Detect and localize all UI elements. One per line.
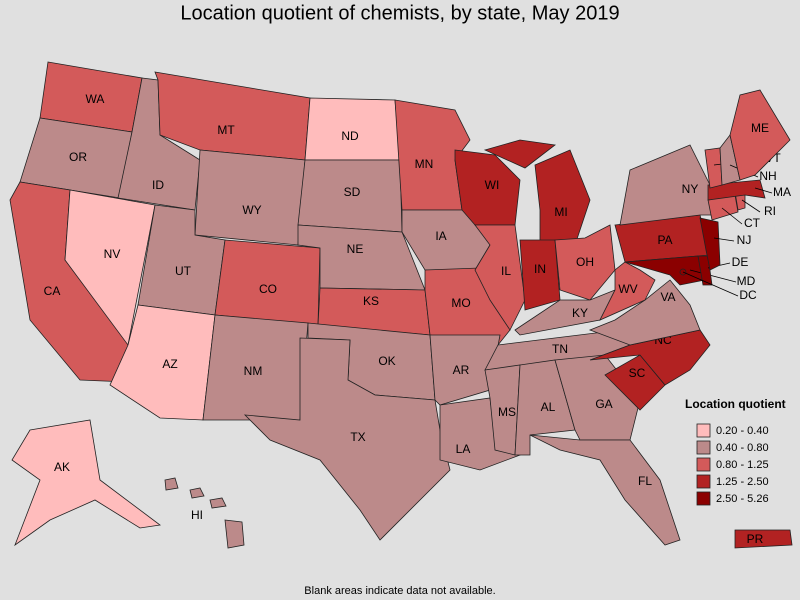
state-label: SC: [629, 366, 646, 380]
state-label: CA: [44, 284, 61, 298]
state-label: MA: [773, 185, 791, 199]
state: [484, 364, 521, 456]
state-label: WI: [485, 178, 500, 192]
legend-label: 0.20 - 0.40: [716, 425, 769, 437]
state-label: IN: [534, 262, 546, 276]
state-label: NH: [759, 169, 776, 183]
state-label: VA: [660, 290, 675, 304]
leader-line: [721, 207, 743, 225]
state-label: AL: [541, 400, 556, 414]
legend-label: 0.80 - 1.25: [716, 459, 769, 471]
state-label: SD: [344, 185, 361, 199]
legend-swatch: [696, 474, 711, 489]
state-label: IL: [501, 264, 511, 278]
legend-swatch: [696, 491, 711, 506]
state-label: OH: [576, 255, 594, 269]
map-title: Location quotient of chemists, by state,…: [180, 2, 619, 24]
state-label: OR: [69, 150, 87, 164]
state-label: ME: [751, 121, 769, 135]
state-label: MD: [737, 274, 756, 288]
state-label: ND: [341, 129, 359, 143]
state-label: MO: [451, 296, 470, 310]
state-label: NV: [104, 247, 121, 261]
state-label: ID: [152, 178, 164, 192]
state: [474, 224, 526, 331]
leader-line: [754, 187, 773, 194]
state-label: RI: [764, 204, 776, 218]
state-label: KS: [363, 294, 379, 308]
state-label: MN: [415, 157, 434, 171]
state-label: LA: [456, 442, 471, 456]
state-label: MI: [554, 205, 567, 219]
state: [734, 529, 793, 549]
state-label: CT: [744, 216, 761, 230]
legend-label: 1.25 - 2.50: [716, 476, 769, 488]
state: [429, 334, 501, 406]
state-label: CO: [259, 282, 277, 296]
state-label: TN: [552, 342, 568, 356]
state-label: MS: [498, 405, 516, 419]
leader-line: [741, 199, 761, 213]
state: [534, 149, 591, 246]
state: [624, 255, 706, 286]
state: [619, 144, 716, 226]
state: [699, 217, 721, 271]
state-label: OK: [378, 354, 395, 368]
legend-title: Location quotient: [685, 397, 786, 411]
legend-swatch: [696, 457, 711, 472]
state-label: WA: [86, 92, 105, 106]
state: [209, 497, 227, 509]
state-label: MT: [217, 123, 235, 137]
legend-swatch: [696, 423, 711, 438]
legend-label: 0.40 - 0.80: [716, 442, 769, 454]
footnote: Blank areas indicate data not available.: [304, 585, 495, 597]
state: [729, 89, 791, 181]
state: [224, 519, 245, 549]
legend-label: 2.50 - 5.26: [716, 493, 769, 505]
state-label: TX: [350, 430, 365, 444]
state-label: PR: [747, 532, 764, 546]
state-label: DE: [732, 255, 749, 269]
state-label: AZ: [162, 357, 177, 371]
state-label: NE: [347, 242, 364, 256]
state-label: AR: [453, 363, 470, 377]
state-label: IA: [435, 229, 446, 243]
leader-line: [682, 271, 739, 297]
state-label: NJ: [737, 233, 752, 247]
state: [194, 149, 306, 246]
state-label: UT: [175, 264, 192, 278]
state: [529, 434, 681, 546]
leader-line: [713, 237, 735, 242]
leader-line: [689, 269, 737, 283]
state: [189, 487, 205, 499]
state-label: NY: [682, 182, 699, 196]
state-label: WY: [242, 203, 261, 217]
state-label: AK: [54, 460, 70, 474]
state-label: KY: [572, 306, 588, 320]
legend-swatch: [696, 440, 711, 455]
state-label: GA: [595, 397, 612, 411]
state: [164, 477, 179, 491]
state: [599, 261, 656, 321]
state: [588, 279, 701, 346]
state: [483, 139, 556, 169]
state-label: NM: [244, 364, 263, 378]
state-label: WV: [618, 282, 637, 296]
state-label: PA: [657, 233, 672, 247]
state-label: FL: [638, 474, 652, 488]
state-label: HI: [191, 508, 203, 522]
state: [11, 419, 162, 547]
state: [243, 337, 451, 541]
state-label: DC: [739, 288, 757, 302]
